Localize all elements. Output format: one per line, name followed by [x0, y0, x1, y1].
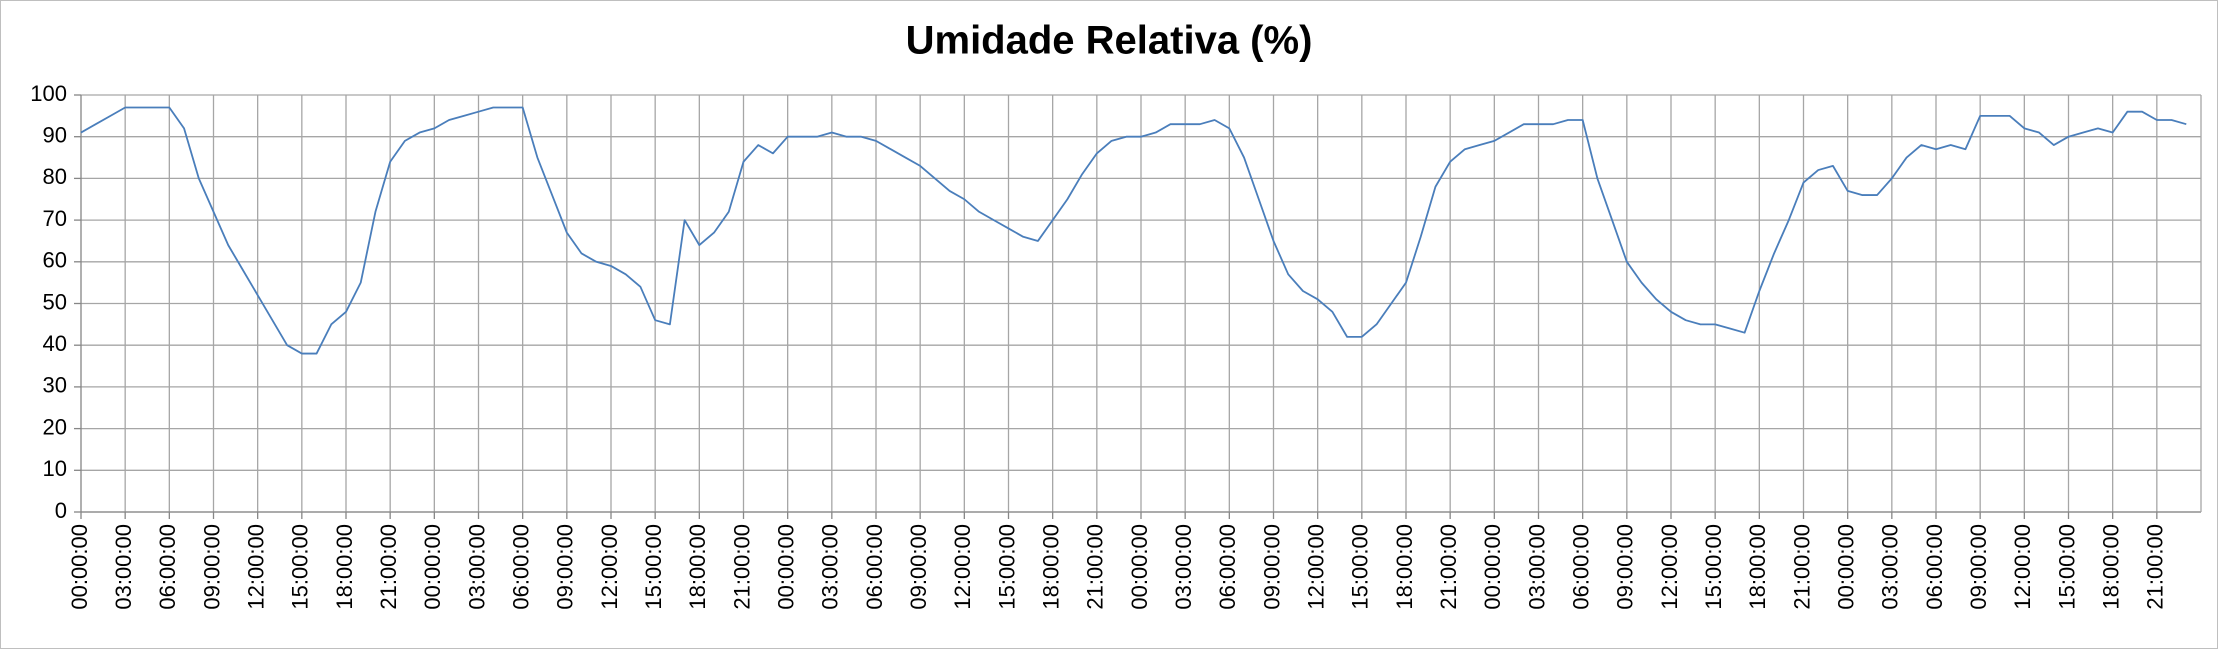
x-tick-label: 00:00:00 — [1833, 524, 1858, 610]
x-tick-label: 03:00:00 — [1878, 524, 1903, 610]
y-tick-label: 100 — [30, 81, 67, 106]
x-tick-label: 12:00:00 — [597, 524, 622, 610]
x-tick-label: 06:00:00 — [1568, 524, 1593, 610]
x-tick-label: 00:00:00 — [1127, 524, 1152, 610]
x-tick-label: 21:00:00 — [376, 524, 401, 610]
x-tick-label: 06:00:00 — [1215, 524, 1240, 610]
x-tick-label: 15:00:00 — [2054, 524, 2079, 610]
x-tick-label: 00:00:00 — [420, 524, 445, 610]
x-tick-label: 12:00:00 — [2010, 524, 2035, 610]
x-tick-label: 21:00:00 — [2143, 524, 2168, 610]
x-tick-label: 18:00:00 — [332, 524, 357, 610]
x-tick-label: 00:00:00 — [67, 524, 92, 610]
x-tick-label: 03:00:00 — [111, 524, 136, 610]
x-tick-label: 15:00:00 — [994, 524, 1019, 610]
x-tick-label: 09:00:00 — [1259, 524, 1284, 610]
x-tick-label: 21:00:00 — [1436, 524, 1461, 610]
x-tick-label: 00:00:00 — [1480, 524, 1505, 610]
y-tick-label: 0 — [55, 498, 67, 523]
y-tick-label: 80 — [43, 164, 67, 189]
x-tick-label: 09:00:00 — [1613, 524, 1638, 610]
x-tick-label: 18:00:00 — [1392, 524, 1417, 610]
x-tick-label: 15:00:00 — [1348, 524, 1373, 610]
x-tick-label: 15:00:00 — [641, 524, 666, 610]
x-tick-label: 15:00:00 — [1701, 524, 1726, 610]
x-tick-label: 06:00:00 — [508, 524, 533, 610]
y-tick-label: 20 — [43, 414, 67, 439]
x-tick-label: 21:00:00 — [1789, 524, 1814, 610]
x-tick-label: 12:00:00 — [950, 524, 975, 610]
x-tick-label: 06:00:00 — [862, 524, 887, 610]
x-tick-label: 03:00:00 — [1171, 524, 1196, 610]
x-tick-label: 12:00:00 — [243, 524, 268, 610]
x-tick-label: 09:00:00 — [199, 524, 224, 610]
chart-title: Umidade Relativa (%) — [906, 19, 1313, 63]
x-tick-label: 00:00:00 — [773, 524, 798, 610]
y-tick-label: 50 — [43, 289, 67, 314]
x-tick-label: 03:00:00 — [818, 524, 843, 610]
y-tick-label: 90 — [43, 123, 67, 148]
y-tick-label: 30 — [43, 373, 67, 398]
y-tick-label: 40 — [43, 331, 67, 356]
x-tick-label: 18:00:00 — [2098, 524, 2123, 610]
y-tick-label: 70 — [43, 206, 67, 231]
x-tick-label: 21:00:00 — [729, 524, 754, 610]
x-tick-label: 09:00:00 — [1966, 524, 1991, 610]
data-line — [80, 106, 2187, 355]
x-tick-label: 09:00:00 — [906, 524, 931, 610]
y-tick-label: 60 — [43, 248, 67, 273]
x-tick-label: 15:00:00 — [288, 524, 313, 610]
x-tick-label: 21:00:00 — [1083, 524, 1108, 610]
y-tick-label: 10 — [43, 456, 67, 481]
x-tick-label: 18:00:00 — [1038, 524, 1063, 610]
x-tick-label: 09:00:00 — [553, 524, 578, 610]
x-tick-label: 18:00:00 — [1745, 524, 1770, 610]
x-tick-label: 06:00:00 — [1922, 524, 1947, 610]
x-tick-label: 06:00:00 — [155, 524, 180, 610]
x-tick-label: 12:00:00 — [1657, 524, 1682, 610]
x-tick-label: 18:00:00 — [685, 524, 710, 610]
x-tick-label: 12:00:00 — [1303, 524, 1328, 610]
x-tick-label: 03:00:00 — [464, 524, 489, 610]
x-tick-label: 03:00:00 — [1524, 524, 1549, 610]
